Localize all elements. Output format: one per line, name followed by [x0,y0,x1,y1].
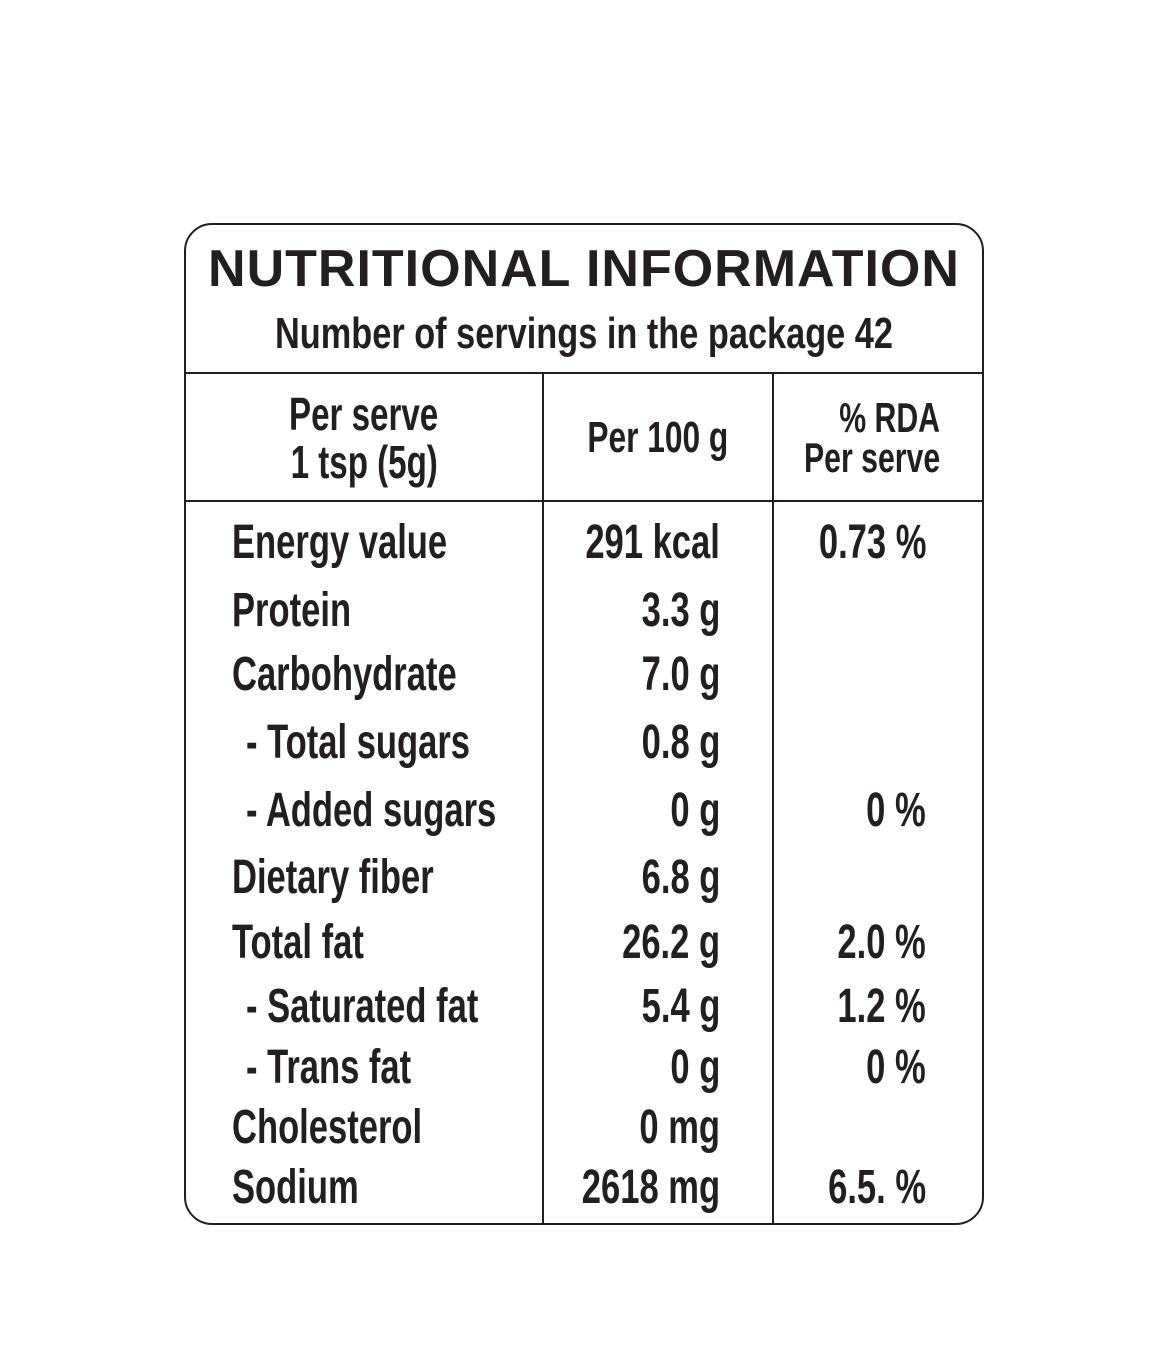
nutrient-name: Sodium [232,1161,359,1214]
nutrient-per-100g: 0 mg [639,1101,720,1154]
nutrient-name: - Total sugars [246,716,471,769]
header-per-100g-label: Per 100 g [587,412,729,462]
nutrient-per-100g: 5.4 g [641,980,720,1033]
nutrient-per-100g: 291 kcal [585,516,720,569]
nutrient-per-100g: 2618 mg [581,1161,720,1214]
divider-col2 [772,372,774,1223]
nutrient-row: - Saturated fat 5.4 g 1.2 % [186,979,982,1039]
nutrient-per-100g: 26.2 g [622,916,720,969]
servings-count: Number of servings in the package 42 [275,309,893,358]
nutrient-row: Total fat 26.2 g 2.0 % [186,915,982,975]
nutrient-row: Carbohydrate 7.0 g [186,647,982,707]
nutrient-name: Dietary fiber [232,851,434,904]
header-rda: % RDA Per serve [774,375,982,501]
nutrient-row: Protein 3.3 g [186,583,982,643]
nutrient-row: - Total sugars 0.8 g [186,715,982,775]
nutrient-per-100g: 7.0 g [641,648,720,701]
divider-header [186,500,982,502]
nutrient-name: Carbohydrate [232,648,457,701]
nutrient-name: - Saturated fat [246,980,479,1033]
header-per-serve: Per serve 1 tsp (5g) [186,375,542,501]
nutrient-row: Dietary fiber 6.8 g [186,850,982,910]
nutrient-rda: 0.73 % [818,516,926,569]
nutrient-rda: 0 % [866,1041,926,1094]
divider-top [186,372,982,374]
nutrient-name: - Added sugars [246,784,497,837]
nutrient-rda: 0 % [866,784,926,837]
nutrient-per-100g: 3.3 g [641,584,720,637]
nutrient-name: Total fat [232,916,364,969]
nutrient-name: - Trans fat [246,1041,412,1094]
nutrient-per-100g: 6.8 g [641,851,720,904]
nutrient-name: Cholesterol [232,1101,423,1154]
nutrient-per-100g: 0 g [670,1041,720,1094]
nutrient-row: Cholesterol 0 mg [186,1100,982,1160]
header-per-serve-line2: 1 tsp (5g) [290,436,438,488]
nutrition-label: NUTRITIONAL INFORMATION Number of servin… [184,223,984,1225]
nutrient-rda: 6.5. % [828,1161,926,1214]
nutrient-row: Energy value 291 kcal 0.73 % [186,515,982,575]
header-rda-line1: % RDA [839,394,940,442]
nutrient-row: - Trans fat 0 g 0 % [186,1040,982,1100]
header-rda-line2: Per serve [803,434,940,481]
header-per-100g: Per 100 g [544,375,772,501]
nutrient-row: - Added sugars 0 g 0 % [186,783,982,843]
nutrient-rda: 2.0 % [837,916,926,969]
nutrient-per-100g: 0.8 g [641,716,720,769]
nutrient-name: Energy value [232,516,448,569]
label-title: NUTRITIONAL INFORMATION [208,240,960,298]
nutrient-rda: 1.2 % [837,980,926,1033]
header-per-serve-line1: Per serve [289,387,439,440]
nutrient-name: Protein [232,584,352,637]
nutrient-row: Sodium 2618 mg 6.5. % [186,1160,982,1220]
divider-col1 [542,372,544,1223]
nutrient-per-100g: 0 g [670,784,720,837]
